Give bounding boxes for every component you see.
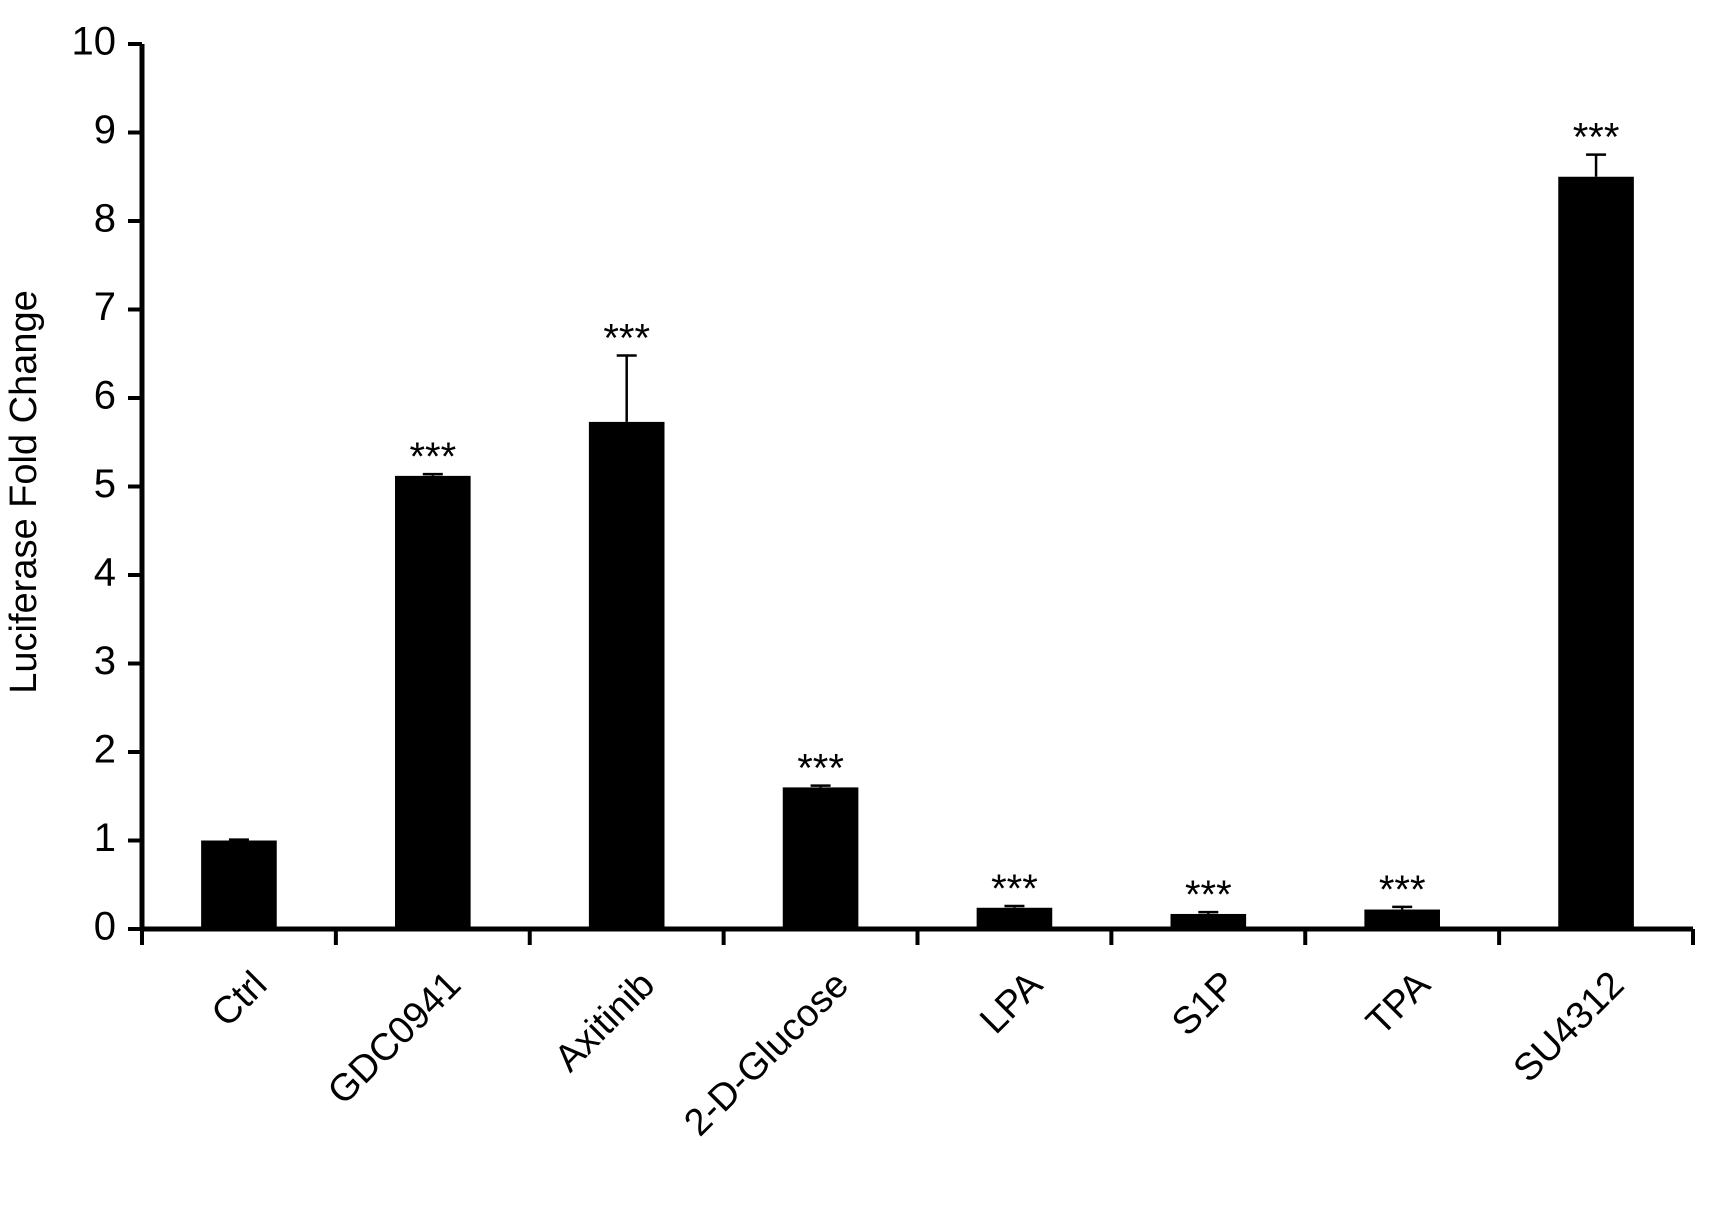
y-tick-label: 0 [94, 905, 116, 949]
x-tick-label: TPA [1359, 963, 1439, 1043]
x-tick-label: GDC0941 [320, 964, 469, 1113]
y-tick-label: 10 [72, 20, 117, 64]
x-tick-label: Ctrl [204, 964, 275, 1035]
significance-label: *** [409, 435, 456, 479]
y-tick-label: 6 [94, 374, 116, 418]
y-tick-label: 1 [94, 816, 116, 860]
y-tick-label: 5 [94, 462, 116, 506]
y-tick-label: 8 [94, 197, 116, 241]
bar [201, 840, 277, 929]
y-tick-label: 7 [94, 285, 116, 329]
significance-label: *** [603, 317, 650, 361]
bar [1170, 913, 1247, 929]
significance-label: *** [797, 747, 844, 791]
y-axis-label: Luciferase Fold Change [3, 290, 45, 693]
significance-label: *** [1379, 868, 1426, 912]
bar [588, 421, 665, 929]
significance-label: *** [1185, 873, 1232, 917]
y-tick-label: 2 [94, 728, 116, 772]
bar [395, 475, 471, 929]
bar [1558, 176, 1634, 929]
x-tick-label: S1P [1164, 964, 1244, 1044]
x-tick-label: SU4312 [1506, 964, 1633, 1091]
y-tick-label: 3 [94, 639, 116, 683]
y-tick-label: 9 [94, 108, 116, 152]
significance-label: *** [991, 867, 1038, 911]
x-tick-label: LPA [972, 963, 1051, 1042]
significance-label: *** [1573, 116, 1620, 160]
bar [1364, 909, 1440, 929]
y-tick-label: 4 [94, 551, 116, 595]
bar [976, 907, 1053, 929]
bar [782, 787, 859, 929]
x-tick-label: Axitinib [547, 964, 663, 1080]
x-tick-label: 2-D-Glucose [676, 964, 857, 1145]
